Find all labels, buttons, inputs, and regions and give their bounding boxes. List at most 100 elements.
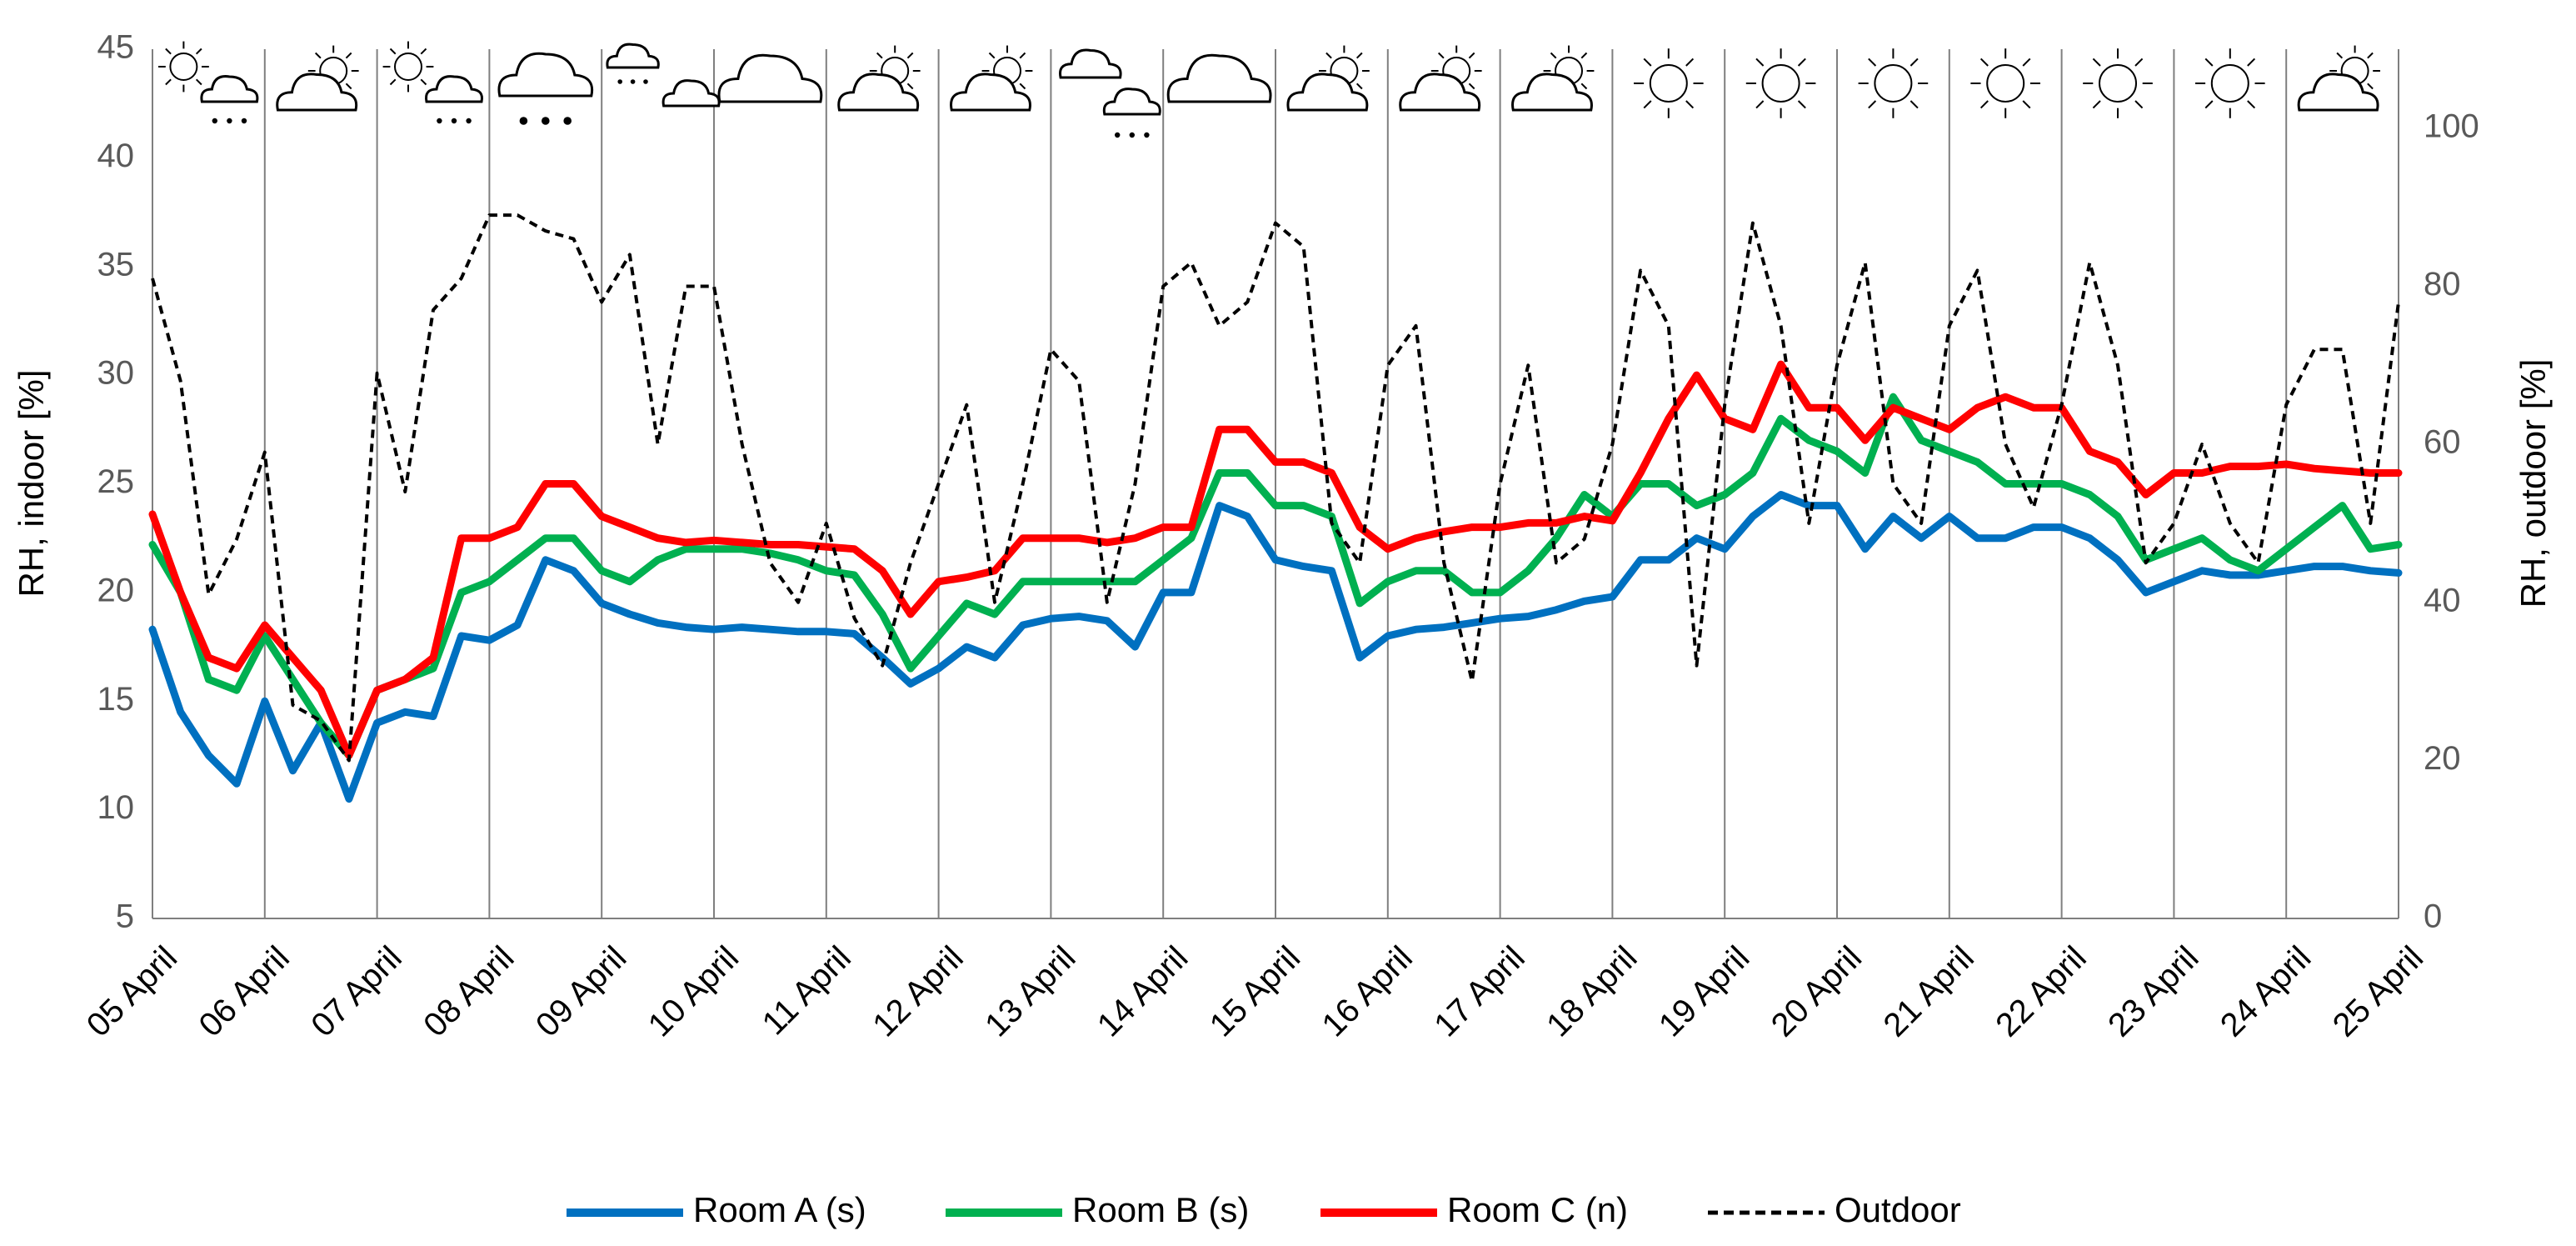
weather-icon [661,79,721,108]
weather-icon [389,78,397,86]
weather-icon [1755,58,1765,67]
x-tick-label: 06 April [192,939,297,1043]
weather-icon [195,78,202,86]
weather-icon [1986,64,2025,103]
weather-icon [241,118,247,124]
weather-icon [1797,58,1806,67]
weather-icon [2134,100,2144,109]
weather-icon [1979,100,1989,109]
y-tick-label: 20 [97,572,135,608]
legend-label: Room B (s) [1072,1190,1249,1229]
weather-icon [2210,64,2249,103]
y2-tick-label: 100 [2424,108,2479,144]
x-tick-label: 24 April [2214,939,2318,1043]
y2-tick-label: 20 [2424,740,2461,777]
weather-icon [1144,132,1150,138]
weather-icon [1129,132,1136,138]
legend-label: Outdoor [1835,1190,1961,1229]
weather-icon [2336,52,2344,59]
weather-icon [212,118,217,124]
weather-icon [165,78,172,86]
x-tick-label: 18 April [1540,939,1644,1043]
weather-icon [1874,64,1913,103]
weather-icon [1649,64,1688,103]
weather-icon [1550,52,1557,59]
x-tick-label: 15 April [1203,939,1307,1043]
weather-icon [276,73,358,112]
x-tick-label: 08 April [417,939,521,1043]
weather-icon [2247,58,2256,67]
weather-icon [1910,100,1919,109]
y2-tick-label: 40 [2424,582,2461,618]
weather-icon [617,79,622,84]
x-tick-label: 14 April [1091,939,1195,1043]
weather-icon [1399,73,1481,112]
weather-icon [1019,83,1026,90]
x-tick-label: 22 April [1989,939,2093,1043]
weather-icon [169,53,198,81]
weather-icon [1468,83,1475,90]
weather-icon [1286,73,1369,112]
weather-icon [2022,58,2031,67]
y2-axis-title: RH, outdoor [%] [2514,359,2553,608]
weather-icon [420,78,427,86]
x-tick-label: 16 April [1315,939,1420,1043]
x-tick-label: 09 April [529,939,633,1043]
weather-icon [1355,83,1363,90]
weather-icon [1019,52,1026,59]
weather-icon [1166,53,1272,103]
weather-icon [437,118,442,124]
weather-icon [2367,83,2374,90]
weather-icon [1868,58,1877,67]
weather-icon [2204,100,2214,109]
weather-icon [1755,100,1765,109]
weather-icon [1643,58,1652,67]
weather-icon [717,53,823,103]
x-tick-label: 20 April [1765,939,1869,1043]
weather-icon [2247,100,2256,109]
weather-icon [988,52,996,59]
weather-icon [1580,83,1588,90]
weather-icon [466,118,472,124]
weather-icon [1511,73,1593,112]
series-line [148,360,2403,759]
x-tick-label: 07 April [304,939,408,1043]
series-line [148,491,2403,803]
weather-icon [1979,58,1989,67]
weather-icon [497,52,594,98]
weather-icon [2099,64,2137,103]
weather-icon [1115,132,1121,138]
weather-icon [876,52,883,59]
weather-icon [451,118,457,124]
x-tick-label: 10 April [642,939,746,1043]
weather-icon [2092,100,2101,109]
weather-icon [630,79,636,84]
x-tick-label: 23 April [2101,939,2205,1043]
weather-icon [606,43,660,69]
weather-icon [1685,58,1695,67]
weather-icon [563,117,572,125]
weather-icon [837,73,920,112]
x-tick-label: 17 April [1427,939,1531,1043]
weather-icon [1468,52,1475,59]
weather-icon [1761,64,1800,103]
series-line [151,213,2400,763]
y-tick-label: 40 [97,138,135,174]
weather-icon [2134,58,2144,67]
weather-icon [314,52,322,59]
weather-icon [1797,100,1806,109]
weather-icon [2297,73,2379,112]
y-tick-label: 25 [97,463,135,500]
weather-icon [906,52,914,59]
weather-icon [2367,52,2374,59]
weather-icon [1643,100,1652,109]
x-tick-label: 12 April [866,939,970,1043]
x-tick-label: 05 April [80,939,184,1043]
weather-icon [2204,58,2214,67]
y2-tick-label: 0 [2424,898,2442,935]
weather-icon [643,79,648,84]
weather-icon [1580,52,1588,59]
weather-icon [1355,52,1363,59]
y-tick-label: 5 [116,898,134,935]
